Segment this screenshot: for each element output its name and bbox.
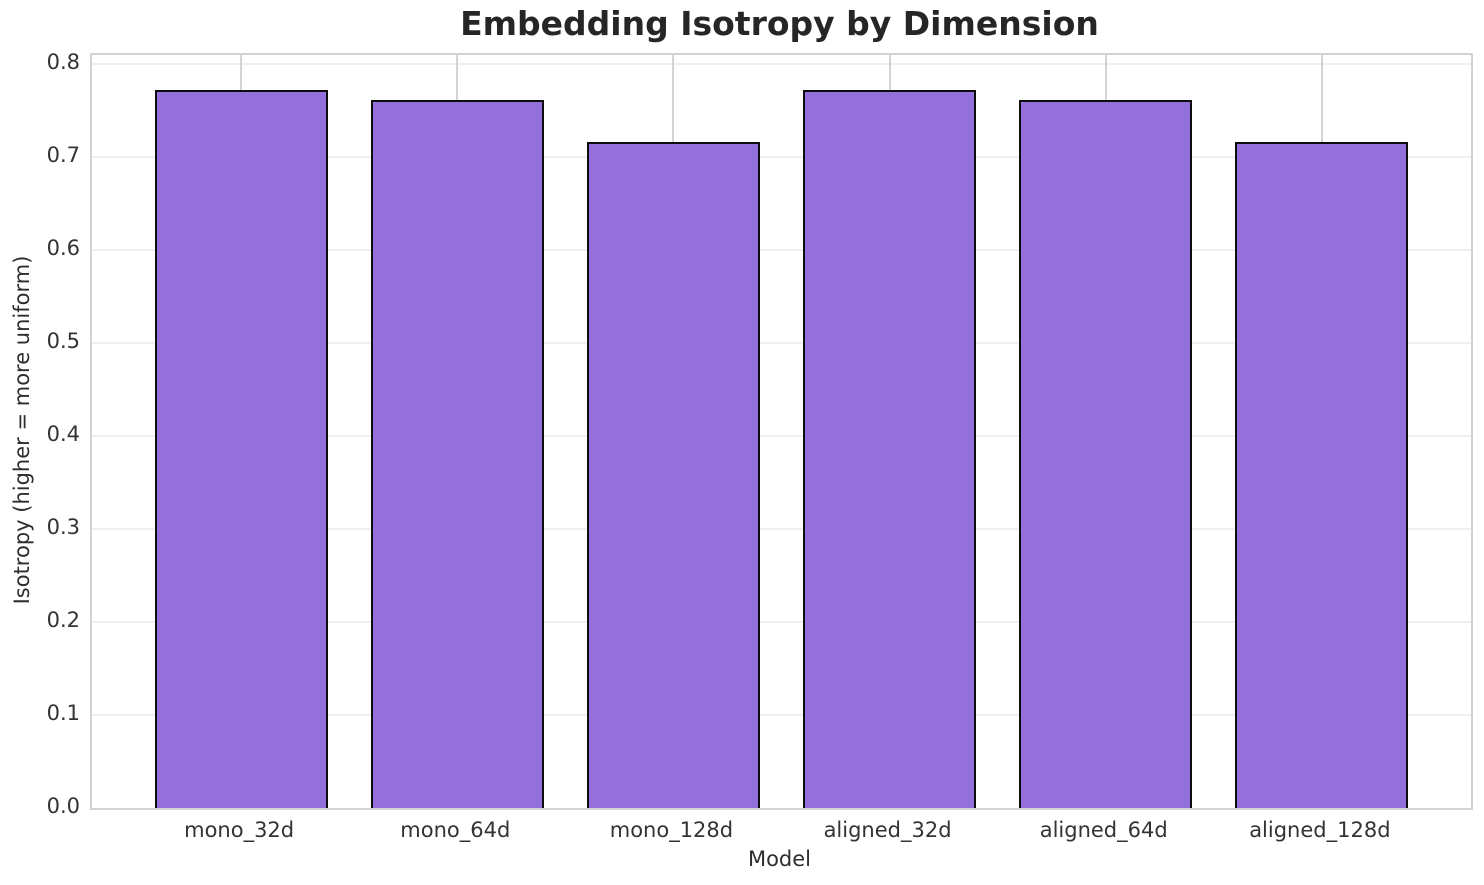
- bar-mono_32d: [154, 90, 328, 808]
- h-gridline: [92, 714, 1471, 717]
- h-gridline: [92, 435, 1471, 438]
- y-tick-label: 0.3: [46, 515, 80, 540]
- bar-aligned_128d: [1235, 142, 1409, 808]
- y-tick-label: 0.6: [46, 236, 80, 261]
- x-tick-label: aligned_128d: [1249, 818, 1391, 842]
- h-gridline: [92, 528, 1471, 531]
- h-gridline: [92, 342, 1471, 345]
- x-tick-label: mono_128d: [609, 818, 734, 842]
- y-tick-label: 0.0: [46, 794, 80, 818]
- bar-mono_64d: [370, 99, 544, 808]
- y-tick-label: 0.7: [46, 143, 80, 168]
- y-tick-label: 0.5: [46, 329, 80, 354]
- bar-mono_128d: [586, 142, 760, 808]
- x-tick-label: mono_64d: [400, 818, 511, 842]
- bar-aligned_64d: [1019, 99, 1193, 808]
- h-gridline: [92, 249, 1471, 252]
- y-tick-label: 0.2: [46, 608, 80, 633]
- x-tick-label: mono_32d: [184, 818, 295, 842]
- plot-area: [90, 53, 1473, 810]
- x-axis-label: Model: [747, 847, 812, 871]
- y-tick-label: 0.1: [46, 701, 80, 726]
- h-gridline: [92, 156, 1471, 159]
- bar-aligned_32d: [803, 90, 977, 808]
- x-tick-label: aligned_32d: [823, 818, 952, 842]
- h-gridline: [92, 621, 1471, 624]
- y-tick-label: 0.8: [46, 50, 80, 75]
- y-tick-label: 0.4: [46, 422, 80, 447]
- chart-title: Embedding Isotropy by Dimension: [460, 4, 1099, 43]
- x-tick-label: aligned_64d: [1039, 818, 1168, 842]
- h-gridline: [92, 63, 1471, 66]
